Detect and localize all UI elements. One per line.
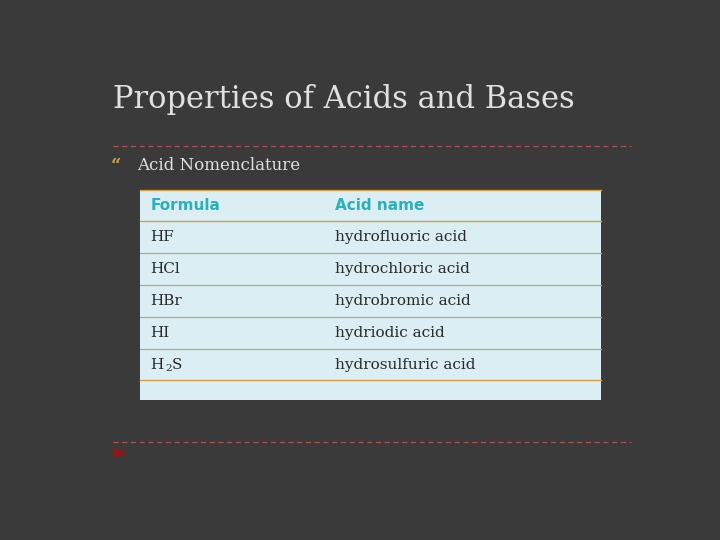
Text: HCl: HCl [150,262,180,276]
FancyBboxPatch shape [140,190,601,400]
Polygon shape [114,448,126,458]
Text: Formula: Formula [150,198,220,213]
Text: hydrobromic acid: hydrobromic acid [335,294,470,308]
Text: hydrosulfuric acid: hydrosulfuric acid [335,357,475,372]
Text: H: H [150,357,163,372]
Text: hydriodic acid: hydriodic acid [335,326,444,340]
Text: hydrofluoric acid: hydrofluoric acid [335,230,467,244]
Text: HF: HF [150,230,174,244]
Text: hydrochloric acid: hydrochloric acid [335,262,469,276]
Text: Properties of Acids and Bases: Properties of Acids and Bases [114,84,575,114]
Text: Acid name: Acid name [335,198,424,213]
Text: 2: 2 [166,364,172,373]
Text: HBr: HBr [150,294,182,308]
Text: Acid Nomenclature: Acid Nomenclature [138,157,300,174]
Text: S: S [172,357,182,372]
Text: HI: HI [150,326,169,340]
Text: “: “ [111,158,122,177]
